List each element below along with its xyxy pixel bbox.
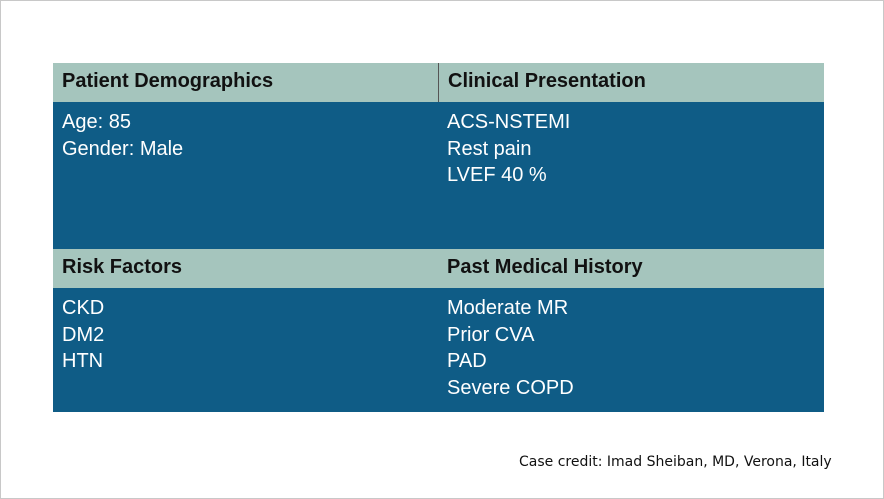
list-item: Severe COPD <box>447 376 574 399</box>
past-medical-history-cell: Moderate MR Prior CVA PAD Severe COPD <box>438 288 824 412</box>
past-medical-history-header: Past Medical History <box>447 256 643 278</box>
table-body-row-2: CKD DM2 HTN Moderate MR Prior CVA PAD Se… <box>53 288 824 412</box>
risk-factors-cell: CKD DM2 HTN <box>53 288 438 412</box>
table-body-row-1: Age: 85 Gender: Male ACS-NSTEMI Rest pai… <box>53 102 824 249</box>
list-item: PAD <box>447 350 487 372</box>
case-credit: Case credit: Imad Sheiban, MD, Verona, I… <box>519 454 832 470</box>
clinical-presentation-cell: ACS-NSTEMI Rest pain LVEF 40 % <box>438 102 824 249</box>
list-item: Moderate MR <box>447 297 569 319</box>
patient-demographics-header: Patient Demographics <box>62 70 274 92</box>
case-summary-table: Patient Demographics Clinical Presentati… <box>53 63 824 412</box>
list-item: LVEF 40 % <box>447 164 547 186</box>
list-item: Gender: Male <box>62 137 184 160</box>
clinical-presentation-header: Clinical Presentation <box>438 63 824 102</box>
list-item: ACS-NSTEMI <box>447 111 571 133</box>
list-item: DM2 <box>62 323 105 346</box>
list-item: CKD <box>62 297 105 319</box>
list-item: Prior CVA <box>447 323 535 346</box>
list-item: Age: 85 <box>62 111 131 133</box>
table-header-row-1: Patient Demographics Clinical Presentati… <box>53 63 824 102</box>
list-item: HTN <box>62 350 104 372</box>
risk-factors-header: Risk Factors <box>62 256 183 278</box>
table-header-row-2: Risk Factors Past Medical History <box>53 249 824 288</box>
patient-demographics-cell: Age: 85 Gender: Male <box>53 102 438 249</box>
list-item: Rest pain <box>447 137 532 160</box>
